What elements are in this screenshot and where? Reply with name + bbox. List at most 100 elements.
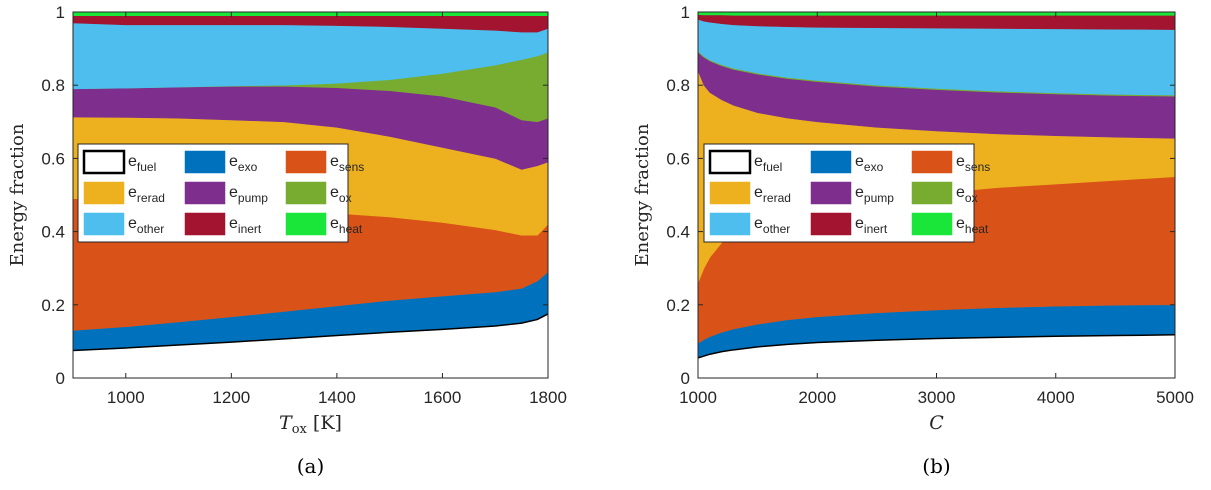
legend-label-pump: epump bbox=[229, 184, 268, 205]
legend-label-subscript: inert bbox=[864, 222, 888, 236]
legend-label-base: e bbox=[855, 215, 864, 232]
y-tick-label-a: 0.8 bbox=[41, 76, 65, 95]
chart-panel-a: 1000 1200 1400 1600 1800 0 0.2 0.4 0.6 0.8 1 Energy… bbox=[7, 3, 567, 478]
legend-label-base: e bbox=[330, 215, 339, 232]
legend-swatch-ox bbox=[911, 181, 953, 205]
legend-label-subscript: rerad bbox=[137, 191, 165, 205]
legend-label-subscript: sens bbox=[339, 160, 364, 174]
panel-caption-b: (b) bbox=[922, 454, 950, 478]
legend-entry-inert: einert bbox=[184, 212, 262, 236]
area-heat-a bbox=[72, 11, 549, 16]
legend-label-base: e bbox=[128, 153, 137, 170]
y-tick-label-b: 0 bbox=[681, 369, 690, 388]
legend-label-rerad: ererad bbox=[128, 184, 165, 205]
legend-label-base: e bbox=[855, 153, 864, 170]
fuel-boundary-line-b bbox=[697, 334, 1176, 359]
legend-entry-other: eother bbox=[83, 212, 164, 236]
legend-label-base: e bbox=[754, 184, 763, 201]
axes-frame-a bbox=[72, 11, 549, 379]
legend-entry-sens: esens bbox=[911, 150, 990, 174]
y-tick-label-b: 1 bbox=[681, 3, 690, 22]
legend-swatch-ox bbox=[285, 181, 327, 205]
legend-label-base: e bbox=[128, 215, 137, 232]
legend-swatch-pump bbox=[184, 181, 226, 205]
legend-label-base: e bbox=[128, 184, 137, 201]
legend-swatch-other bbox=[83, 212, 125, 236]
y-axis-label-b: Energy fraction bbox=[632, 123, 653, 266]
legend-label-ox: eox bbox=[956, 184, 978, 205]
y-tick-label-b: 0.6 bbox=[666, 149, 690, 168]
x-axis-label-unit: [K] bbox=[307, 412, 342, 434]
x-tick-label-b: 3000 bbox=[918, 388, 956, 407]
x-tick-label-b: 2000 bbox=[798, 388, 836, 407]
y-axis-label-a: Energy fraction bbox=[7, 123, 28, 266]
legend-entry-exo: eexo bbox=[184, 150, 258, 174]
legend-label-subscript: heat bbox=[965, 222, 989, 236]
panel-caption-a: (a) bbox=[297, 454, 325, 478]
legend-entry-fuel: efuel bbox=[82, 149, 156, 175]
legend-label-base: e bbox=[956, 153, 965, 170]
legend-label-base: e bbox=[754, 153, 763, 170]
legend-label-subscript: pump bbox=[864, 191, 894, 205]
legend-swatch-heat bbox=[911, 212, 953, 236]
legend-label-sens: esens bbox=[330, 153, 364, 174]
x-tick-label-a: 1000 bbox=[107, 388, 145, 407]
legend-entry-exo: eexo bbox=[810, 150, 884, 174]
legend-label-base: e bbox=[229, 153, 238, 170]
legend-entry-fuel: efuel bbox=[708, 149, 782, 175]
legend-label-subscript: ox bbox=[339, 191, 352, 205]
legend-entry-pump: epump bbox=[184, 181, 268, 205]
legend-label-subscript: heat bbox=[339, 222, 363, 236]
x-tick-label-b: 1000 bbox=[679, 388, 717, 407]
legend-label-fuel: efuel bbox=[754, 153, 782, 174]
legend-label-exo: eexo bbox=[855, 153, 884, 174]
legend-entry-rerad: ererad bbox=[83, 181, 165, 205]
legend-label-base: e bbox=[754, 215, 763, 232]
legend-label-heat: eheat bbox=[330, 215, 363, 236]
legend-label-base: e bbox=[229, 215, 238, 232]
legend-label-base: e bbox=[855, 184, 864, 201]
x-axis-label-symbol: C bbox=[929, 412, 944, 434]
legend-entry-other: eother bbox=[709, 212, 790, 236]
legend-swatch-rerad bbox=[83, 181, 125, 205]
x-axis-label-b: C bbox=[929, 412, 944, 434]
legend-label-ox: eox bbox=[330, 184, 352, 205]
x-tick-label-a: 1800 bbox=[529, 388, 567, 407]
legend-label-sens: esens bbox=[956, 153, 990, 174]
legend-swatch-sens bbox=[911, 150, 953, 174]
legend-swatch-exo bbox=[810, 150, 852, 174]
x-tick-label-a: 1600 bbox=[424, 388, 462, 407]
legend-swatch-fuel bbox=[708, 149, 752, 175]
legend-label-base: e bbox=[229, 184, 238, 201]
y-tick-label-a: 0.2 bbox=[41, 296, 65, 315]
legend-label-other: eother bbox=[754, 215, 790, 236]
x-tick-label-b: 4000 bbox=[1037, 388, 1075, 407]
legend-label-fuel: efuel bbox=[128, 153, 156, 174]
legend-label-inert: einert bbox=[229, 215, 262, 236]
legend-label-subscript: fuel bbox=[137, 160, 156, 174]
legend-label-pump: epump bbox=[855, 184, 894, 205]
legend-swatch-inert bbox=[810, 212, 852, 236]
legend-label-base: e bbox=[330, 184, 339, 201]
legend-label-exo: eexo bbox=[229, 153, 258, 174]
legend-label-base: e bbox=[330, 153, 339, 170]
y-tick-label-b: 0.2 bbox=[666, 296, 690, 315]
y-tick-label-a: 0 bbox=[56, 369, 65, 388]
legend-swatch-pump bbox=[810, 181, 852, 205]
x-axis-label-subscript: ox bbox=[292, 422, 308, 437]
legend-entry-inert: einert bbox=[810, 212, 888, 236]
legend-swatch-sens bbox=[285, 150, 327, 174]
legend-label-subscript: pump bbox=[238, 191, 268, 205]
legend-label-subscript: exo bbox=[864, 160, 884, 174]
legend-label-inert: einert bbox=[855, 215, 888, 236]
legend-entry-heat: eheat bbox=[911, 212, 989, 236]
legend-label-base: e bbox=[956, 184, 965, 201]
x-tick-label-a: 1200 bbox=[212, 388, 250, 407]
legend-label-subscript: sens bbox=[965, 160, 990, 174]
y-tick-label-a: 1 bbox=[56, 3, 65, 22]
legend-entry-ox: eox bbox=[911, 181, 978, 205]
x-tick-label-a: 1400 bbox=[318, 388, 356, 407]
y-tick-label-b: 0.4 bbox=[666, 223, 690, 242]
